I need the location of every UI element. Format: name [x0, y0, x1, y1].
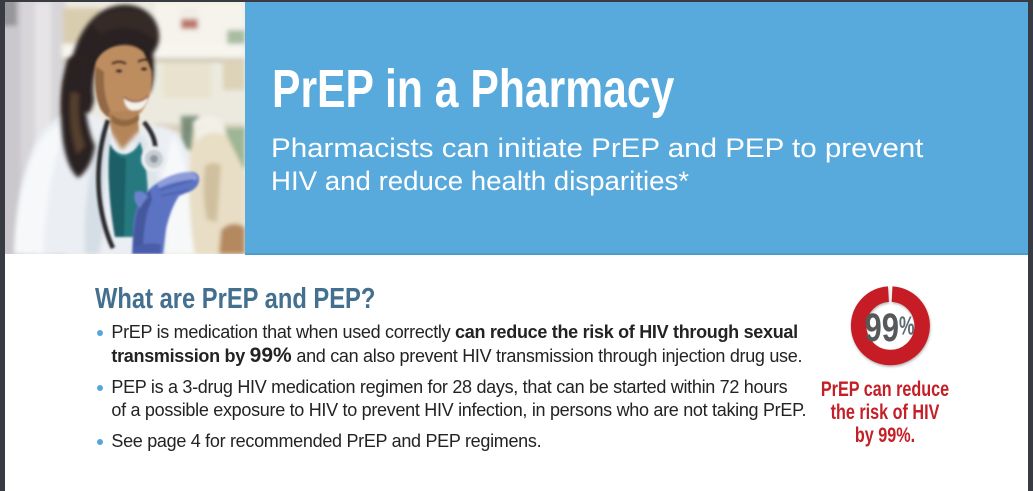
svg-text:%: %: [899, 313, 915, 341]
svg-text:99: 99: [865, 306, 900, 350]
